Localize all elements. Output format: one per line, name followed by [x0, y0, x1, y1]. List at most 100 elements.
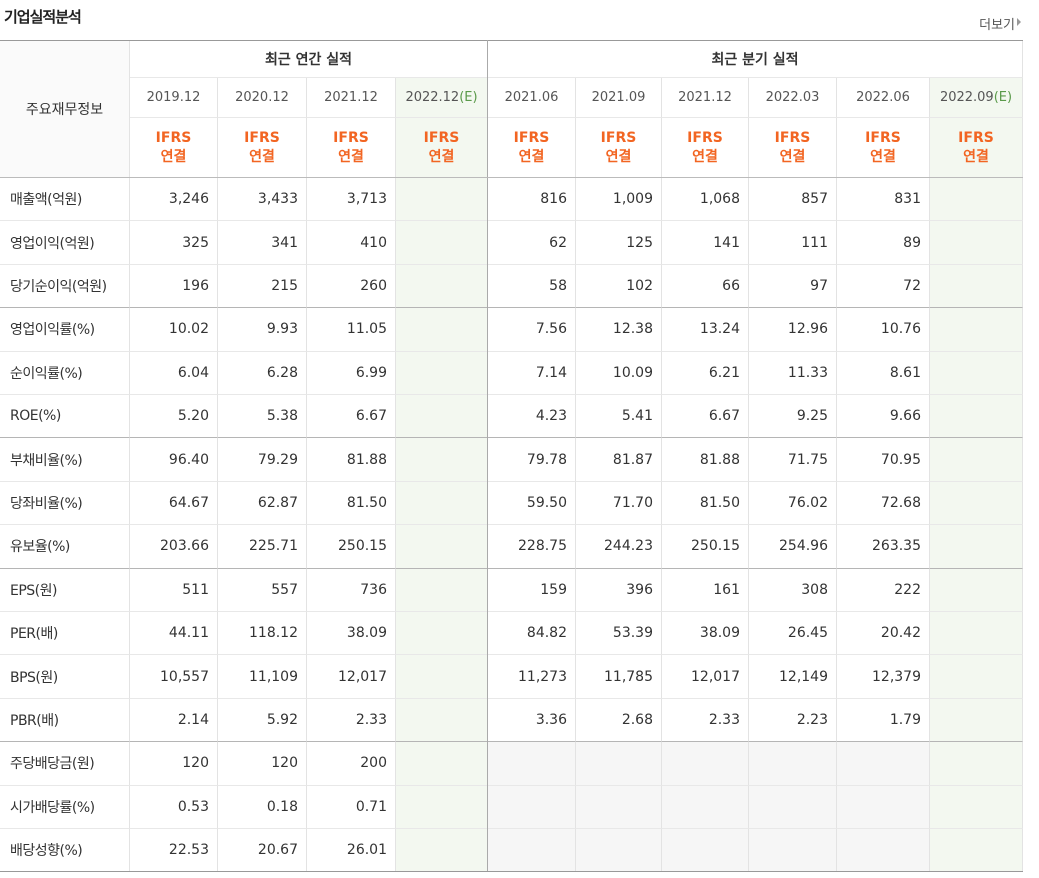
- value-cell: 6.21: [662, 351, 749, 395]
- value-cell: [749, 829, 837, 873]
- value-cell: 5.20: [130, 395, 218, 439]
- value-cell: 141: [662, 221, 749, 265]
- value-cell: 38.09: [662, 612, 749, 656]
- value-cell: [930, 612, 1023, 656]
- basis-header: IFRS 연결: [307, 118, 396, 178]
- value-cell: 1.79: [837, 698, 930, 743]
- value-cell: [930, 395, 1023, 439]
- value-cell: 120: [218, 742, 307, 786]
- value-cell: 81.88: [662, 438, 749, 482]
- basis-ifrs: IFRS: [865, 129, 901, 146]
- value-cell: 81.50: [307, 481, 396, 526]
- basis-ifrs: IFRS: [958, 129, 994, 146]
- period-date: 2021.12: [324, 90, 378, 105]
- value-cell: 8.61: [837, 351, 930, 395]
- value-cell: 6.67: [307, 395, 396, 439]
- value-cell: 20.42: [837, 612, 930, 656]
- value-cell: 557: [218, 568, 307, 612]
- value-cell: [396, 308, 488, 352]
- value-cell: 118.12: [218, 612, 307, 656]
- basis-header: IFRS 연결: [576, 118, 662, 178]
- more-link[interactable]: 더보기: [979, 18, 1015, 33]
- value-cell: 62: [488, 221, 576, 265]
- basis-consolidated: 연결: [249, 148, 275, 165]
- row-label: PBR(배): [0, 698, 130, 743]
- value-cell: 3.36: [488, 698, 576, 743]
- value-cell: [662, 829, 749, 873]
- row-label: 유보율(%): [0, 525, 130, 569]
- basis-header: IFRS 연결: [488, 118, 576, 178]
- estimate-mark: (E): [459, 90, 478, 105]
- value-cell: 244.23: [576, 525, 662, 569]
- period-date: 2020.12: [235, 90, 289, 105]
- value-cell: 7.14: [488, 351, 576, 395]
- row-label: BPS(원): [0, 655, 130, 699]
- value-cell: 71.75: [749, 438, 837, 482]
- value-cell: 12,017: [307, 655, 396, 699]
- row-label: 배당성향(%): [0, 829, 130, 873]
- period-date: 2022.12: [405, 90, 460, 105]
- value-cell: 857: [749, 178, 837, 222]
- basis-ifrs: IFRS: [423, 129, 460, 146]
- value-cell: [396, 438, 488, 482]
- row-label: PER(배): [0, 612, 130, 656]
- value-cell: 58: [488, 264, 576, 309]
- row-label: 주당배당금(원): [0, 742, 130, 786]
- value-cell: 228.75: [488, 525, 576, 569]
- value-cell: [396, 829, 488, 873]
- value-cell: 222: [837, 568, 930, 612]
- period-header: 2022.03: [749, 78, 837, 118]
- value-cell: 2.14: [130, 698, 218, 743]
- period-header: 2022.12 (E): [396, 78, 488, 118]
- value-cell: [930, 178, 1023, 222]
- table-bottom-border: [0, 871, 1023, 873]
- value-cell: 62.87: [218, 481, 307, 526]
- row-label: 시가배당률(%): [0, 785, 130, 829]
- value-cell: 12,149: [749, 655, 837, 699]
- value-cell: 396: [576, 568, 662, 612]
- value-cell: 12,379: [837, 655, 930, 699]
- estimate-mark: (E): [993, 90, 1013, 105]
- value-cell: [837, 785, 930, 829]
- row-label: 당좌비율(%): [0, 481, 130, 526]
- value-cell: 1,009: [576, 178, 662, 222]
- value-cell: [930, 568, 1023, 612]
- value-cell: [837, 742, 930, 786]
- value-cell: [930, 829, 1023, 873]
- group-header: 최근 연간 실적: [130, 40, 488, 78]
- value-cell: 263.35: [837, 525, 930, 569]
- value-cell: 10.02: [130, 308, 218, 352]
- value-cell: [930, 698, 1023, 743]
- basis-consolidated: 연결: [779, 148, 806, 165]
- value-cell: [930, 438, 1023, 482]
- value-cell: 12,017: [662, 655, 749, 699]
- value-cell: 11.05: [307, 308, 396, 352]
- period-date: 2021.06: [504, 90, 559, 105]
- row-label: 매출액(억원): [0, 178, 130, 222]
- basis-header: IFRS 연결: [218, 118, 307, 178]
- value-cell: 81.87: [576, 438, 662, 482]
- value-cell: 410: [307, 221, 396, 265]
- value-cell: 9.93: [218, 308, 307, 352]
- period-header: 2020.12: [218, 78, 307, 118]
- value-cell: 736: [307, 568, 396, 612]
- more-arrow[interactable]: [1017, 18, 1021, 26]
- value-cell: 5.38: [218, 395, 307, 439]
- annual-quarter-divider: [487, 40, 488, 873]
- value-cell: 11,785: [576, 655, 662, 699]
- value-cell: 0.71: [307, 785, 396, 829]
- period-date: 2021.09: [591, 90, 646, 105]
- value-cell: 341: [218, 221, 307, 265]
- row-label: EPS(원): [0, 568, 130, 612]
- basis-consolidated: 연결: [428, 148, 455, 165]
- value-cell: 6.04: [130, 351, 218, 395]
- row-label: 부채비율(%): [0, 438, 130, 482]
- basis-header: IFRS 연결: [130, 118, 218, 178]
- value-cell: [488, 829, 576, 873]
- value-cell: 66: [662, 264, 749, 309]
- value-cell: 59.50: [488, 481, 576, 526]
- value-cell: [662, 742, 749, 786]
- basis-header: IFRS 연결: [662, 118, 749, 178]
- basis-header: IFRS 연결: [749, 118, 837, 178]
- value-cell: [396, 481, 488, 526]
